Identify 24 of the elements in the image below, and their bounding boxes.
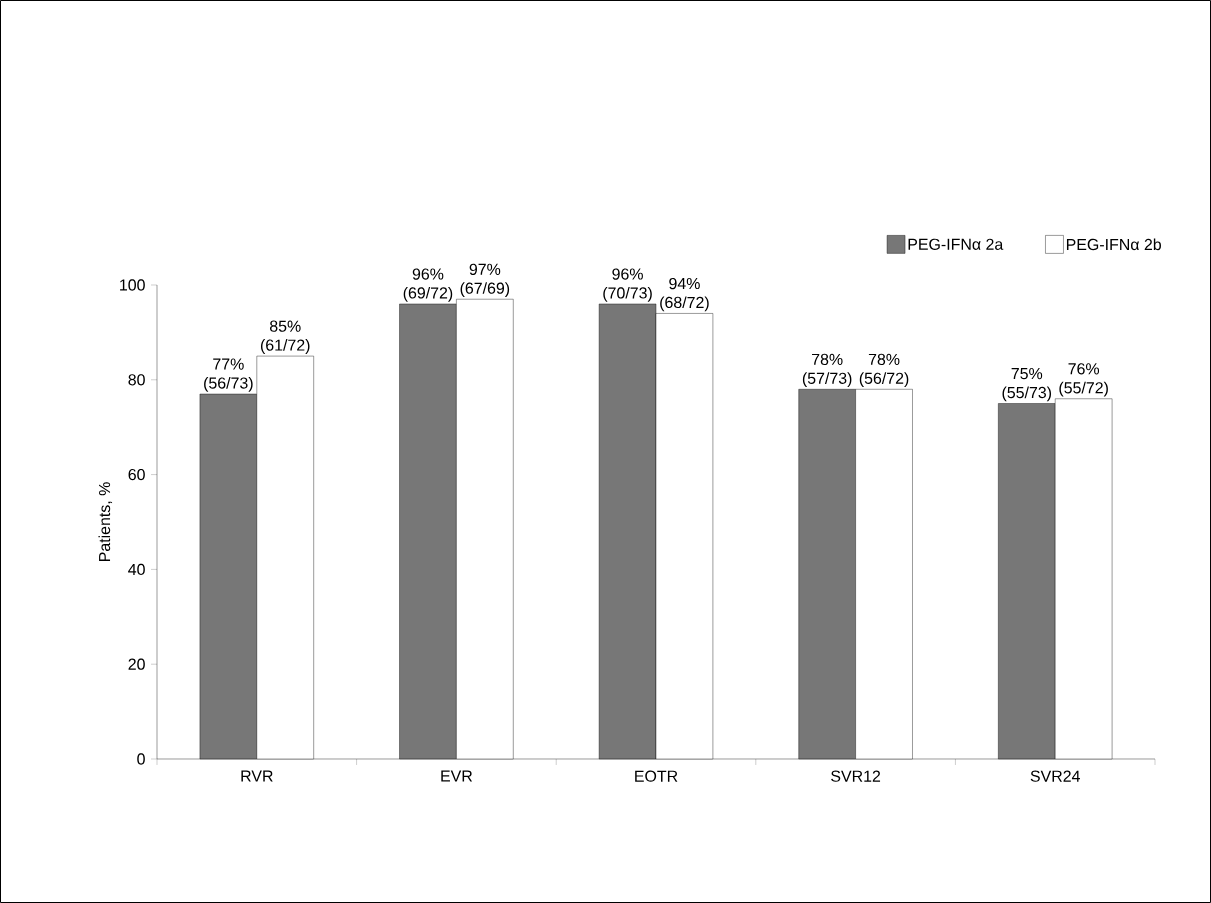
legend-label: PEG-IFNα 2a <box>908 238 1004 250</box>
data-label: 78% (56/72) <box>859 353 909 388</box>
x-tick-label: EVR <box>441 770 473 782</box>
x-tick-label: RVR <box>241 770 273 782</box>
legend-label: PEG-IFNα 2b <box>1066 238 1161 251</box>
x-tick-label: EOTR <box>635 770 678 782</box>
y-tick-label: 80 <box>128 374 145 386</box>
data-label: 77% (56/73) <box>204 358 253 392</box>
y-axis-title: Patients, % <box>98 482 113 561</box>
data-label: 97% (67/69) <box>460 263 510 298</box>
y-tick-label: 40 <box>128 563 145 576</box>
x-tick-label: SVR24 <box>1030 770 1080 782</box>
data-label: 94% (68/72) <box>660 277 709 312</box>
y-tick-label: 60 <box>128 468 145 481</box>
y-tick-label: 100 <box>120 279 145 291</box>
data-label: 76% (55/72) <box>1059 363 1108 397</box>
data-label: 96% (70/73) <box>603 268 652 302</box>
x-tick-label: SVR12 <box>831 770 881 782</box>
data-label: 96% (69/72) <box>403 268 453 302</box>
y-tick-label: 20 <box>128 658 145 670</box>
data-label: 78% (57/73) <box>802 353 852 388</box>
data-label: 85% (61/72) <box>260 320 310 354</box>
y-tick-label: 0 <box>137 753 145 765</box>
data-label: 75% (55/73) <box>1002 368 1052 402</box>
